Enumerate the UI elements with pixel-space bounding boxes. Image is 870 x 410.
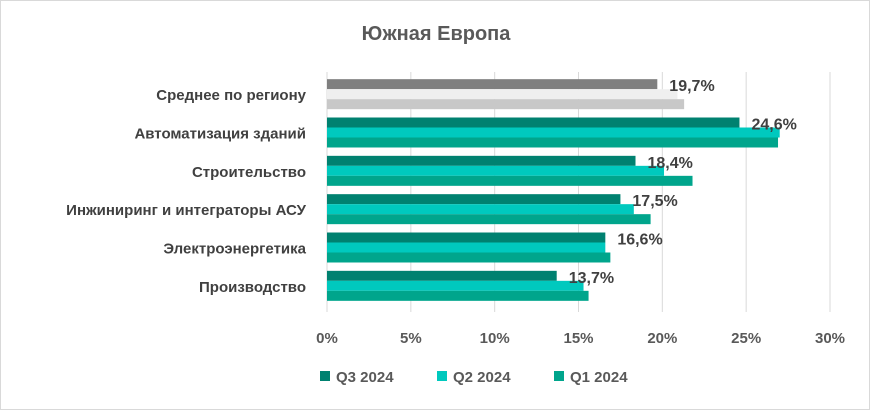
- data-label: 18,4%: [648, 155, 693, 172]
- legend-label: Q2 2024: [453, 369, 511, 386]
- bar: [327, 252, 611, 263]
- bar: [327, 99, 685, 110]
- category-label: Производство: [199, 279, 306, 296]
- category-label: Электроэнергетика: [163, 241, 306, 258]
- bar: [327, 165, 665, 176]
- bar: [327, 175, 693, 186]
- bar: [327, 204, 634, 215]
- data-label: 16,6%: [617, 232, 662, 249]
- data-label: 24,6%: [751, 117, 796, 134]
- legend-swatch: [320, 371, 330, 381]
- bar: [327, 155, 636, 166]
- x-tick-label: 30%: [815, 330, 845, 347]
- x-tick-label: 0%: [316, 330, 338, 347]
- bar: [327, 290, 589, 301]
- legend-swatch: [554, 371, 564, 381]
- bar: [327, 270, 557, 281]
- bar: [327, 242, 606, 253]
- data-label: 17,5%: [632, 193, 677, 210]
- bar: [327, 137, 779, 148]
- x-tick-label: 15%: [563, 330, 593, 347]
- bar: [327, 79, 658, 90]
- legend-label: Q3 2024: [336, 369, 394, 386]
- chart-title: Южная Европа: [362, 23, 512, 45]
- bar: [327, 214, 651, 225]
- bar: [327, 280, 584, 291]
- bar: [327, 232, 606, 243]
- bar: [327, 117, 740, 128]
- category-label: Строительство: [192, 164, 306, 181]
- data-label: 13,7%: [569, 270, 614, 287]
- legend-label: Q1 2024: [570, 369, 628, 386]
- category-label: Инжиниринг и интеграторы АСУ: [66, 202, 306, 219]
- x-tick-label: 25%: [731, 330, 761, 347]
- bar: [327, 194, 621, 205]
- x-tick-label: 5%: [400, 330, 422, 347]
- data-label: 19,7%: [669, 78, 714, 95]
- x-tick-label: 20%: [647, 330, 677, 347]
- legend-swatch: [437, 371, 447, 381]
- category-label: Автоматизация зданий: [134, 126, 306, 143]
- bar: [327, 89, 678, 100]
- x-tick-label: 10%: [480, 330, 510, 347]
- category-label: Среднее по региону: [156, 87, 306, 104]
- bar: [327, 127, 780, 138]
